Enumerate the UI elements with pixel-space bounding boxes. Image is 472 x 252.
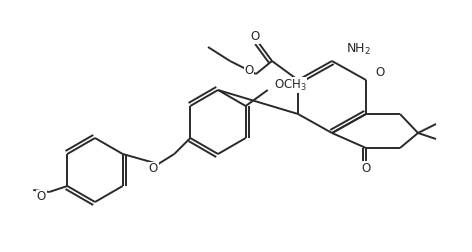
Text: O: O [244,64,253,77]
Text: NH$_2$: NH$_2$ [346,41,371,56]
Text: O: O [37,191,46,204]
Text: O: O [362,162,371,174]
Text: OCH$_3$: OCH$_3$ [274,77,307,92]
Text: O: O [375,66,384,79]
Text: O: O [149,163,158,175]
Text: O: O [250,30,260,44]
